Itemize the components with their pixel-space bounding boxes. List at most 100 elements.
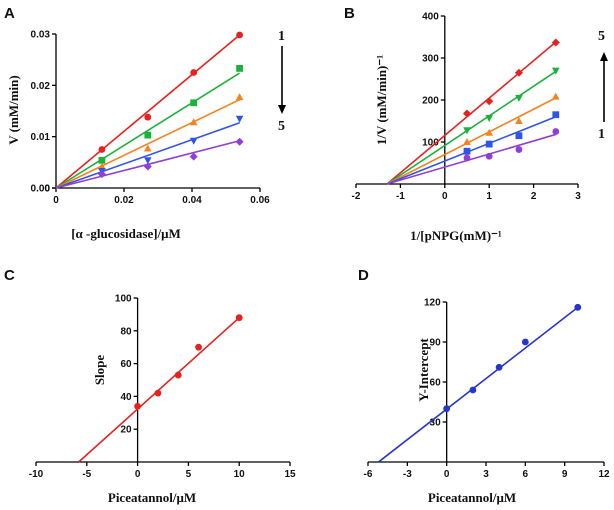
- panel-a-y-tick-label: 0.01: [31, 132, 51, 143]
- panel-b-series-1-point: [514, 68, 523, 77]
- panel-a-series-5-point: [235, 137, 244, 146]
- panel-d-x-tick-label: -3: [403, 469, 412, 480]
- panel-d-series-1-point: [574, 303, 582, 311]
- panel-c-x-tick-label: 15: [284, 469, 296, 480]
- panel-c-series-1-point: [174, 371, 182, 379]
- panel-d-y-tick-label: 60: [430, 378, 442, 389]
- panel-c-y-tick-label: 20: [120, 425, 132, 436]
- panel-b-plot: -2 -1 0 1 2 3 100 200 300 400: [352, 12, 608, 202]
- panel-d-x-tick-label: -6: [364, 469, 373, 480]
- panel-a-series-3-point: [98, 162, 106, 170]
- panel-a-y-tick-label: 0.00: [31, 184, 51, 195]
- panel-b-series-5-fit-line: [386, 133, 557, 185]
- panel-d-x-tick-label: 6: [523, 469, 529, 480]
- panel-b-series-4-point: [485, 140, 493, 148]
- panel-a-series-2-point: [190, 99, 198, 107]
- panel-a-ylabel: V (mM/min): [6, 75, 21, 144]
- panel-c-x-tick-label: 0: [135, 469, 141, 480]
- panel-a-series-3-fit-line: [55, 98, 240, 189]
- panel-b-y-tick-label: 400: [422, 12, 439, 23]
- panel-a-series-1-fit-line: [55, 34, 241, 189]
- panel-a-series-3-point: [189, 118, 198, 126]
- panel-c-series-1-point: [235, 314, 243, 322]
- panel-b-x-tick-label: 0: [442, 191, 448, 202]
- panel-letter-c: C: [4, 267, 15, 284]
- panel-b-x-tick-label: -1: [396, 191, 405, 202]
- panel-d-y-tick-label: 30: [430, 418, 442, 429]
- panel-a-plot: 0 0.02 0.04 0.06 0 0.01 0.02 0.03 0.00: [31, 30, 286, 206]
- panel-b-series-3-point: [552, 92, 560, 100]
- panel-d-plot: -6 -3 0 3 6 9 12 30 60 90 120: [364, 298, 610, 481]
- panel-a-series-2-point: [98, 156, 106, 164]
- panel-b-x-tick-label: 2: [531, 191, 537, 202]
- panel-b-series-3-point: [485, 128, 493, 136]
- panel-b-series-3-point: [463, 138, 471, 145]
- panel-d-x-tick-label: 0: [444, 469, 450, 480]
- panel-b-y-tick-label: 200: [422, 96, 439, 107]
- panel-letter-b: B: [344, 5, 355, 22]
- panel-d-series-1-point: [521, 338, 529, 346]
- panel-b-x-tick-label: -2: [352, 191, 361, 202]
- panel-a-y-tick-label: 0.03: [31, 30, 51, 41]
- panel-c-y-tick-label: 40: [120, 392, 132, 403]
- panel-b-series-5-point: [485, 152, 493, 160]
- panel-b-series-2-point: [485, 115, 493, 123]
- panel-b-label-top: 5: [598, 29, 605, 44]
- panel-a-series-3-point: [144, 144, 152, 152]
- panel-b-y-tick-label: 100: [422, 138, 439, 149]
- panel-a-label-top: 1: [278, 29, 285, 44]
- panel-a-series-5-point: [189, 152, 198, 161]
- panel-b-series-3-fit-line: [386, 97, 557, 185]
- panel-d-series-1-point: [495, 363, 503, 371]
- panel-a-x-tick-label: 0.02: [114, 195, 134, 206]
- panel-a-series-5-point: [143, 162, 152, 171]
- panel-b-series-2-point: [515, 94, 523, 102]
- panel-b-series-5-point: [552, 128, 560, 135]
- panel-c-xlabel: Piceatannol/μM: [108, 490, 196, 505]
- panel-a-series-3-point: [235, 93, 244, 101]
- panel-letter-d: D: [358, 267, 369, 284]
- panel-b-series-1-point: [485, 97, 494, 106]
- panel-d-ylabel: Y-Intercept: [416, 338, 431, 402]
- panel-c-y-tick-label: 60: [120, 359, 132, 370]
- panel-b-series-1-point: [463, 109, 471, 118]
- panel-b-series-2-point: [463, 127, 471, 135]
- panel-a-arrow-head: [278, 105, 286, 114]
- panel-c-series-1-point: [195, 343, 202, 351]
- panel-d-series-1-point: [469, 386, 477, 394]
- panel-c-x-tick-label: 5: [186, 469, 192, 480]
- panel-b-series-4-point: [552, 111, 560, 119]
- panel-b-x-tick-label: 1: [486, 191, 492, 202]
- panel-d-x-tick-label: 9: [562, 469, 568, 480]
- panel-a-series-4-point: [144, 157, 152, 165]
- panel-b-ylabel: 1/V (mM/min)⁻¹: [374, 55, 389, 145]
- panel-b-xlabel: 1/[pNPG(mM)⁻¹: [410, 228, 502, 243]
- panel-b-series-5-point: [515, 146, 523, 153]
- panel-c-series-1-fit-line: [78, 317, 240, 463]
- panel-c-x-tick-label: -5: [82, 469, 91, 480]
- panel-b-arrow-head: [600, 52, 608, 61]
- panel-c-plot: -10 -5 0 5 10 15 20 40 60 80 100: [29, 294, 296, 481]
- panel-a-xlabel: [α -glucosidase]/μM: [71, 226, 181, 241]
- panel-a-series-5-point: [97, 170, 106, 179]
- panel-b-series-4-fit-line: [386, 116, 557, 185]
- panel-d-y-tick-label: 120: [424, 298, 441, 309]
- panel-b-series-1-point: [551, 38, 560, 47]
- panel-a-label-bottom: 5: [278, 119, 285, 134]
- panel-c-y-tick-label: 80: [120, 326, 132, 337]
- panel-b-y-tick-label: 300: [422, 54, 439, 65]
- panel-b-series-1-fit-line: [386, 41, 557, 185]
- panel-d-series-1-point: [443, 405, 451, 413]
- panel-b-series-5-point: [463, 154, 471, 162]
- panel-a-x-tick-label: 0: [53, 195, 59, 206]
- panel-d-x-tick-label: 3: [483, 469, 489, 480]
- panel-c-series-1-point: [154, 389, 162, 397]
- panel-d-x-tick-label: 12: [598, 469, 610, 480]
- panel-a-series-2-point: [144, 131, 152, 139]
- panel-a-series-1-point: [236, 31, 244, 39]
- panel-a-x-tick-label: 0.06: [250, 195, 270, 206]
- panel-b-series-2-point: [552, 67, 560, 75]
- panel-letter-a: A: [4, 5, 15, 22]
